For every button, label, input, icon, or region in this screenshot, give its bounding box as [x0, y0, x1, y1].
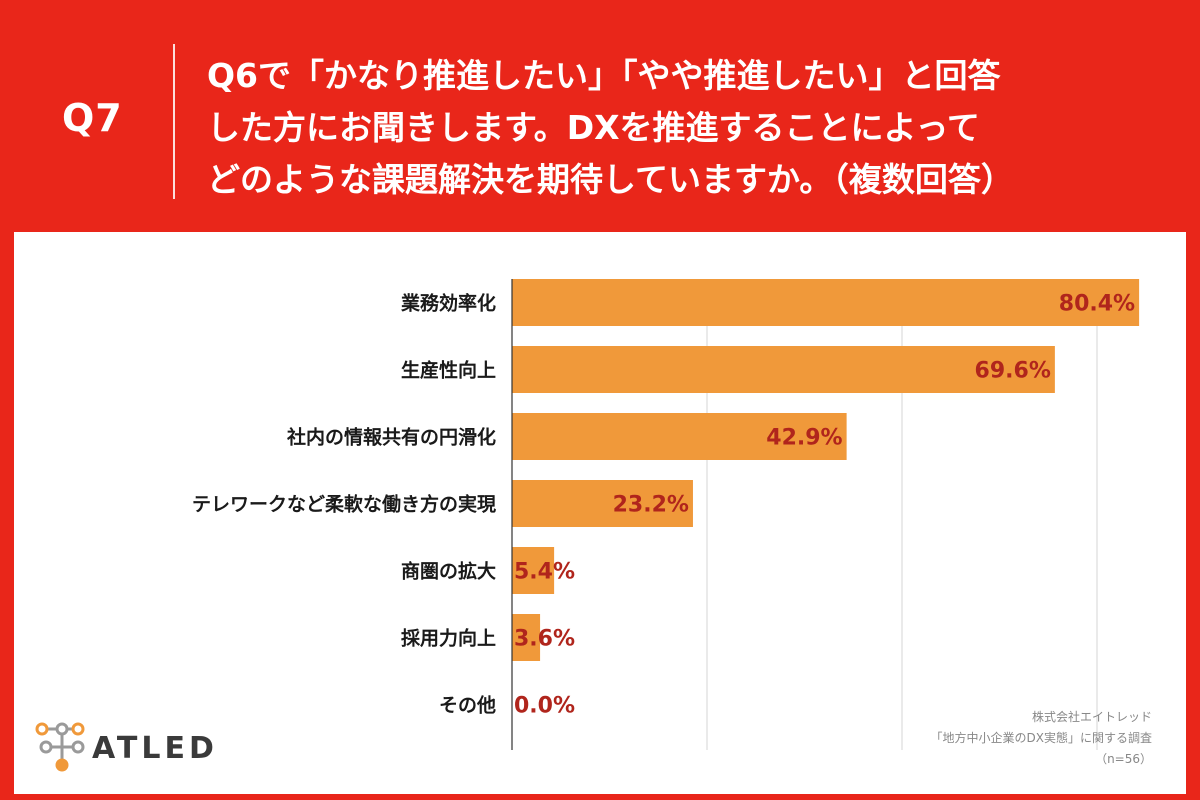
value-label: 69.6% — [975, 359, 1051, 384]
value-label: 0.0% — [514, 694, 575, 719]
category-label: その他 — [439, 694, 496, 717]
logo-mark-icon — [35, 722, 85, 772]
bar-chart: 業務効率化生産性向上社内の情報共有の円滑化テレワークなど柔軟な働き方の実現商圏の… — [192, 279, 1140, 750]
value-label: 23.2% — [613, 493, 689, 518]
bar — [512, 279, 1140, 326]
credit-company: 株式会社エイトレッド — [1031, 710, 1152, 724]
bars — [512, 279, 1140, 661]
question-number: Q7 — [62, 96, 123, 140]
bar — [512, 480, 693, 527]
category-label: テレワークなど柔軟な働き方の実現 — [192, 493, 496, 516]
category-label: 生産性向上 — [401, 359, 496, 382]
credit-survey: 「地方中小企業のDX実態」に関する調査 — [930, 731, 1152, 745]
bar — [512, 547, 555, 594]
category-labels: 業務効率化生産性向上社内の情報共有の円滑化テレワークなど柔軟な働き方の実現商圏の… — [192, 292, 496, 717]
question-line: Q6で「かなり推進したい」「やや推進したい」と回答 — [207, 56, 1001, 95]
question-line: どのような課題解決を期待していますか。（複数回答） — [207, 160, 1014, 199]
bar — [512, 614, 541, 661]
category-label: 商圏の拡大 — [401, 560, 496, 583]
header: Q7 Q6で「かなり推進したい」「やや推進したい」と回答 した方にお聞きします。… — [0, 0, 1200, 230]
value-labels: 80.4% 69.6% 42.9% 23.2% 5.4% 3.6% 0.0% — [514, 292, 1135, 719]
bar — [512, 413, 847, 460]
source-credits: 株式会社エイトレッド 「地方中小企業のDX実態」に関する調査 （n=56） — [931, 707, 1152, 770]
category-label: 業務効率化 — [400, 292, 496, 315]
header-divider — [173, 44, 175, 199]
credit-sample: （n=56） — [1095, 752, 1152, 766]
atled-logo: ATLED — [32, 717, 232, 777]
logo-text: ATLED — [92, 731, 218, 766]
bar — [512, 346, 1055, 393]
value-label: 42.9% — [766, 426, 842, 451]
question-line: した方にお聞きします。DXを推進することによって — [207, 108, 980, 147]
question-text: Q6で「かなり推進したい」「やや推進したい」と回答 した方にお聞きします。DXを… — [207, 50, 1167, 206]
chart-panel: 業務効率化生産性向上社内の情報共有の円滑化テレワークなど柔軟な働き方の実現商圏の… — [14, 232, 1186, 794]
category-label: 採用力向上 — [401, 627, 496, 650]
value-label: 5.4% — [514, 560, 575, 585]
value-label: 80.4% — [1059, 292, 1135, 317]
value-label: 3.6% — [514, 627, 575, 652]
category-label: 社内の情報共有の円滑化 — [286, 426, 496, 449]
